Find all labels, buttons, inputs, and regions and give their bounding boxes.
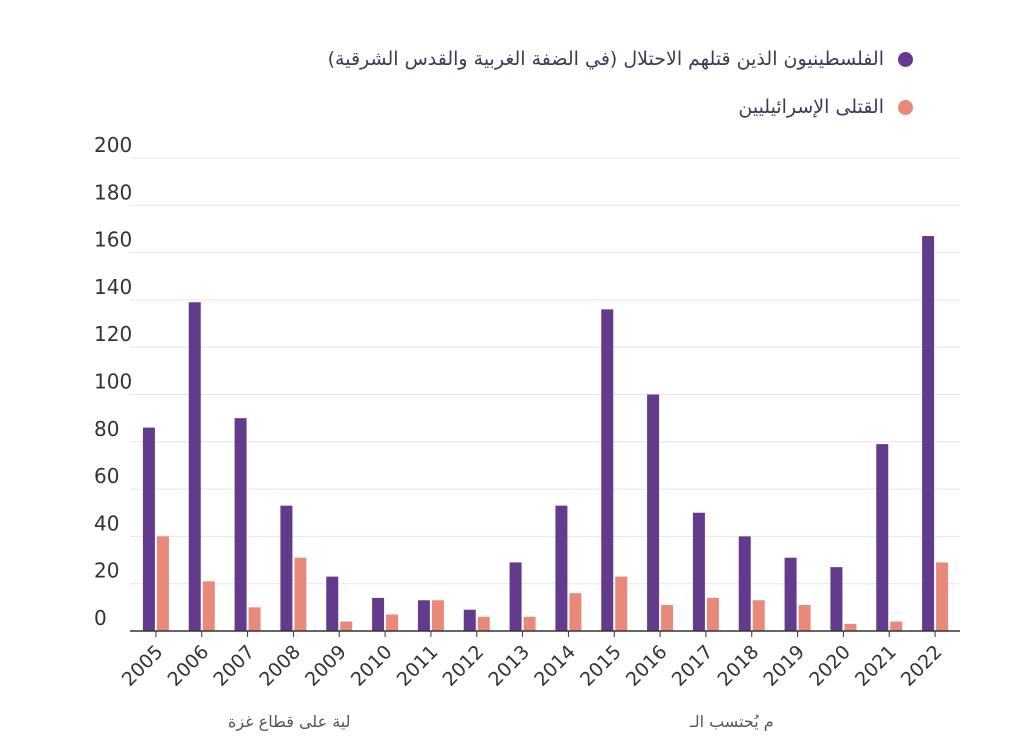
bar-palestinians-2022: [922, 236, 935, 632]
bar-israelis-2006: [202, 581, 215, 631]
y-tick-label: 180: [94, 180, 132, 204]
bar-palestinians-2008: [280, 505, 293, 631]
gridlines: [130, 157, 960, 585]
bar-israelis-2015: [615, 576, 628, 631]
bar-palestinians-2020: [830, 567, 843, 631]
bar-palestinians-2011: [417, 600, 430, 631]
bar-israelis-2013: [523, 616, 536, 631]
legend-item-israelis: القتلى الإسرائيليين: [738, 96, 913, 118]
bar-israelis-2020: [844, 623, 857, 631]
bar-israelis-2007: [248, 607, 261, 631]
x-tick-label: 2021: [851, 641, 901, 691]
footnote-left: لية على قطاع غزة: [228, 712, 351, 731]
bar-israelis-2014: [569, 593, 582, 631]
bar-israelis-2012: [477, 616, 490, 631]
bar-israelis-2008: [294, 557, 307, 631]
bar-israelis-2005: [156, 536, 169, 631]
y-tick-label: 60: [94, 464, 119, 488]
x-tick-label: 2007: [209, 641, 259, 691]
bar-israelis-2022: [936, 562, 949, 631]
x-tick-label: 2019: [759, 641, 809, 691]
footnote-fade: [400, 708, 490, 736]
x-tick-label: 2008: [255, 641, 305, 691]
x-tick-label: 2016: [622, 641, 672, 691]
legend-item-palestinians: الفلسطينيون الذين قتلهم الاحتلال (في الض…: [328, 48, 913, 70]
bar-palestinians-2017: [692, 512, 705, 631]
x-tick-label: 2010: [347, 641, 397, 691]
y-tick-label: 120: [94, 322, 132, 346]
legend-swatch-salmon: [898, 99, 913, 115]
y-tick-label: 40: [94, 511, 119, 535]
bar-palestinians-2013: [509, 562, 522, 631]
x-tick-label: 2014: [530, 641, 580, 691]
footnote-right: م يُحتسب الـ: [690, 712, 774, 731]
bar-israelis-2016: [661, 604, 674, 631]
bar-palestinians-2009: [326, 576, 339, 631]
x-tick-label: 2015: [576, 641, 626, 691]
y-tick-label: 140: [94, 275, 132, 299]
bar-palestinians-2012: [463, 609, 476, 631]
x-tick-label: 2006: [164, 641, 214, 691]
bar-palestinians-2016: [647, 394, 660, 631]
y-tick-label: 80: [94, 417, 119, 441]
x-tick-label: 2009: [301, 641, 351, 691]
bar-palestinians-2005: [142, 427, 155, 631]
x-tick-label: 2012: [439, 641, 489, 691]
bar-palestinians-2021: [876, 444, 889, 631]
bar-israelis-2010: [386, 614, 399, 631]
x-axis-ticks: 2005200620072008200920102011201220132014…: [118, 631, 947, 691]
x-tick-label: 2005: [118, 641, 168, 691]
bar-palestinians-2010: [372, 597, 385, 631]
legend-label-israelis: القتلى الإسرائيليين: [738, 96, 884, 118]
y-tick-label: 200: [94, 133, 132, 157]
x-tick-label: 2017: [668, 641, 718, 691]
bar-israelis-2009: [340, 621, 353, 631]
x-tick-label: 2022: [897, 641, 947, 691]
bar-israelis-2017: [706, 597, 719, 631]
y-tick-label: 20: [94, 559, 119, 583]
bar-palestinians-2015: [601, 309, 614, 631]
bar-israelis-2011: [431, 600, 444, 631]
bar-palestinians-2019: [784, 557, 797, 631]
bar-israelis-2019: [798, 604, 811, 631]
bars: [142, 236, 949, 632]
x-tick-label: 2013: [484, 641, 534, 691]
legend-swatch-purple: [898, 51, 913, 67]
bar-palestinians-2006: [188, 302, 201, 631]
x-tick-label: 2018: [714, 641, 764, 691]
x-tick-label: 2011: [393, 641, 443, 691]
y-tick-label: 0: [94, 606, 107, 630]
footnote-fade: [800, 708, 960, 736]
bar-palestinians-2018: [738, 536, 751, 631]
x-tick-label: 2020: [805, 641, 855, 691]
y-tick-label: 160: [94, 228, 132, 252]
bar-israelis-2021: [890, 621, 903, 631]
y-axis-ticks: 0 20 40 60 80 100 120 140 160 180 200: [94, 133, 132, 630]
bar-palestinians-2014: [555, 505, 568, 631]
bar-palestinians-2007: [234, 418, 247, 631]
y-tick-label: 100: [94, 370, 132, 394]
bar-israelis-2018: [752, 600, 765, 631]
legend-label-palestinians: الفلسطينيون الذين قتلهم الاحتلال (في الض…: [327, 48, 884, 70]
